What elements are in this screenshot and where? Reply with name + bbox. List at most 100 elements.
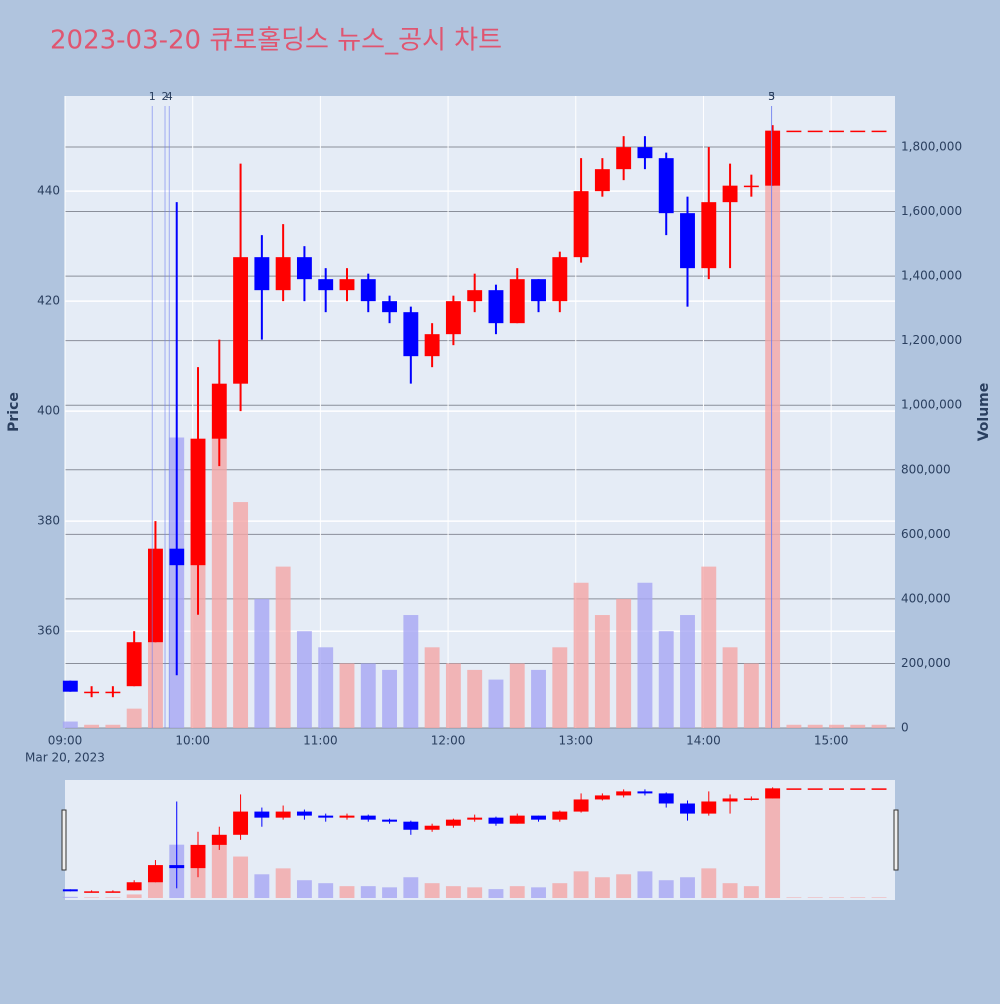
candle-body: [169, 865, 185, 869]
volume-bar: [680, 877, 695, 898]
candle-body: [807, 130, 823, 133]
candle-body: [594, 169, 610, 192]
candle-body: [871, 130, 887, 133]
volume-bar: [552, 883, 568, 898]
volume-bar: [84, 897, 100, 898]
volume-bar: [594, 877, 610, 898]
volume-bar: [573, 871, 589, 898]
candle-body: [658, 158, 674, 214]
volume-bar: [722, 883, 738, 898]
candle-body: [339, 279, 355, 291]
chart-title: 2023-03-20 큐로홀딩스 뉴스_공시 차트: [50, 26, 502, 56]
volume-bar: [211, 437, 227, 728]
candle-body: [765, 788, 781, 799]
volume-bar: [84, 724, 100, 728]
candle-body: [509, 279, 525, 324]
volume-bar: [743, 886, 759, 898]
candle-body: [616, 791, 632, 796]
candle-body: [126, 882, 142, 891]
volume-bar: [148, 880, 163, 898]
y-tick-label: 400: [37, 404, 60, 418]
candle-body: [62, 680, 78, 692]
candle-body: [701, 202, 717, 269]
volume-bar: [807, 897, 823, 898]
volume-bar: [339, 886, 355, 898]
x-date-label: Mar 20, 2023: [25, 751, 105, 765]
y-tick-label: 380: [37, 514, 60, 528]
annotation-label: 2: [162, 90, 169, 103]
y2-tick-label: 1,600,000: [901, 204, 962, 218]
annotation-label: 4: [166, 90, 173, 103]
y2-tick-label: 600,000: [901, 527, 951, 541]
candle-body: [531, 815, 546, 820]
candle-body: [467, 817, 483, 820]
candle-body: [680, 803, 695, 814]
volume-bar: [786, 724, 802, 728]
x-tick-label: 11:00: [303, 734, 338, 748]
candle-body: [254, 257, 270, 291]
slider-handle[interactable]: [893, 809, 899, 871]
volume-bar: [829, 724, 844, 728]
volume-bar: [594, 615, 610, 728]
candle-body: [786, 788, 802, 790]
candle-body: [190, 438, 206, 566]
volume-bar: [360, 663, 376, 728]
volume-bar: [296, 880, 312, 898]
candle-body: [722, 798, 738, 802]
x-tick-label: 09:00: [48, 734, 83, 748]
candle-body: [637, 147, 653, 159]
slider-handle[interactable]: [61, 809, 67, 871]
candle-body: [531, 279, 546, 302]
y2-axis-title: Volume: [976, 383, 992, 442]
annotation-label: 3: [768, 90, 775, 103]
volume-bar: [850, 897, 866, 898]
y2-tick-label: 400,000: [901, 591, 951, 605]
volume-bar: [275, 868, 291, 898]
volume-bar: [445, 663, 461, 728]
candle-body: [382, 819, 397, 822]
candle-body: [169, 548, 185, 566]
volume-bar: [765, 788, 781, 898]
y-tick-label: 440: [37, 184, 60, 198]
candle-body: [105, 691, 121, 694]
candle-body: [850, 788, 866, 790]
candle-body: [616, 147, 632, 170]
volume-bar: [786, 897, 802, 898]
volume-bar: [829, 897, 844, 898]
volume-bar: [424, 647, 440, 728]
volume-bar: [722, 647, 738, 728]
candle-body: [509, 815, 525, 824]
volume-bar: [105, 897, 121, 898]
candle-body: [871, 788, 887, 790]
candle-body: [743, 185, 759, 188]
candle-body: [424, 334, 440, 357]
candle-body: [829, 130, 844, 133]
candle-body: [658, 793, 674, 804]
x-tick-label: 15:00: [814, 734, 849, 748]
volume-bar: [509, 886, 525, 898]
candle-body: [765, 130, 781, 186]
candle-body: [850, 130, 866, 133]
candle-body: [403, 821, 419, 830]
volume-bar: [233, 502, 249, 728]
candle-body: [148, 865, 163, 883]
candle-body: [84, 891, 100, 893]
candle-body: [105, 891, 121, 893]
candle-body: [573, 799, 589, 812]
volume-bar: [62, 721, 78, 728]
volume-bar: [680, 615, 695, 728]
candle-body: [126, 642, 142, 687]
candle-body: [594, 795, 610, 800]
volume-bar: [233, 856, 249, 898]
candle-body: [807, 788, 823, 790]
volume-bar: [254, 598, 270, 728]
candle-body: [148, 548, 163, 643]
x-tick-label: 13:00: [558, 734, 593, 748]
candle-body: [829, 788, 844, 790]
candle-body: [403, 312, 419, 357]
volume-bar: [360, 886, 376, 898]
volume-bar: [296, 631, 312, 728]
volume-bar: [254, 874, 270, 898]
candle-body: [296, 811, 312, 816]
volume-bar: [445, 886, 461, 898]
